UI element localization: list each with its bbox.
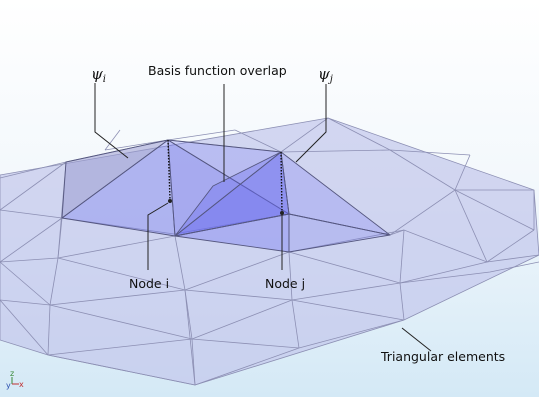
node-i-label: Node i xyxy=(129,276,169,291)
leader-psi-j xyxy=(295,84,327,163)
triad-x-label: x xyxy=(19,380,24,389)
basis-function-j xyxy=(174,151,391,253)
triangular-mesh xyxy=(0,117,539,386)
peak-line-i xyxy=(167,139,171,201)
triad-y-label: y xyxy=(6,381,11,390)
overlap-label: Basis function overlap xyxy=(148,63,287,78)
node-i-marker xyxy=(168,199,172,203)
leader-node-i xyxy=(147,202,169,270)
node-j-marker xyxy=(280,211,284,215)
leader-psi-i xyxy=(94,83,129,159)
mesh-edges xyxy=(0,117,539,386)
triad-z-label: z xyxy=(10,369,14,378)
psi-i-label: ψi xyxy=(91,65,106,85)
peak-line-j xyxy=(280,151,283,214)
node-j-label: Node j xyxy=(265,276,305,291)
leader-elements xyxy=(401,327,432,352)
leader-lines xyxy=(94,83,432,352)
psi-j-label: ψj xyxy=(318,65,333,85)
elements-label: Triangular elements xyxy=(380,349,505,364)
axis-triad: z x y xyxy=(6,369,24,390)
